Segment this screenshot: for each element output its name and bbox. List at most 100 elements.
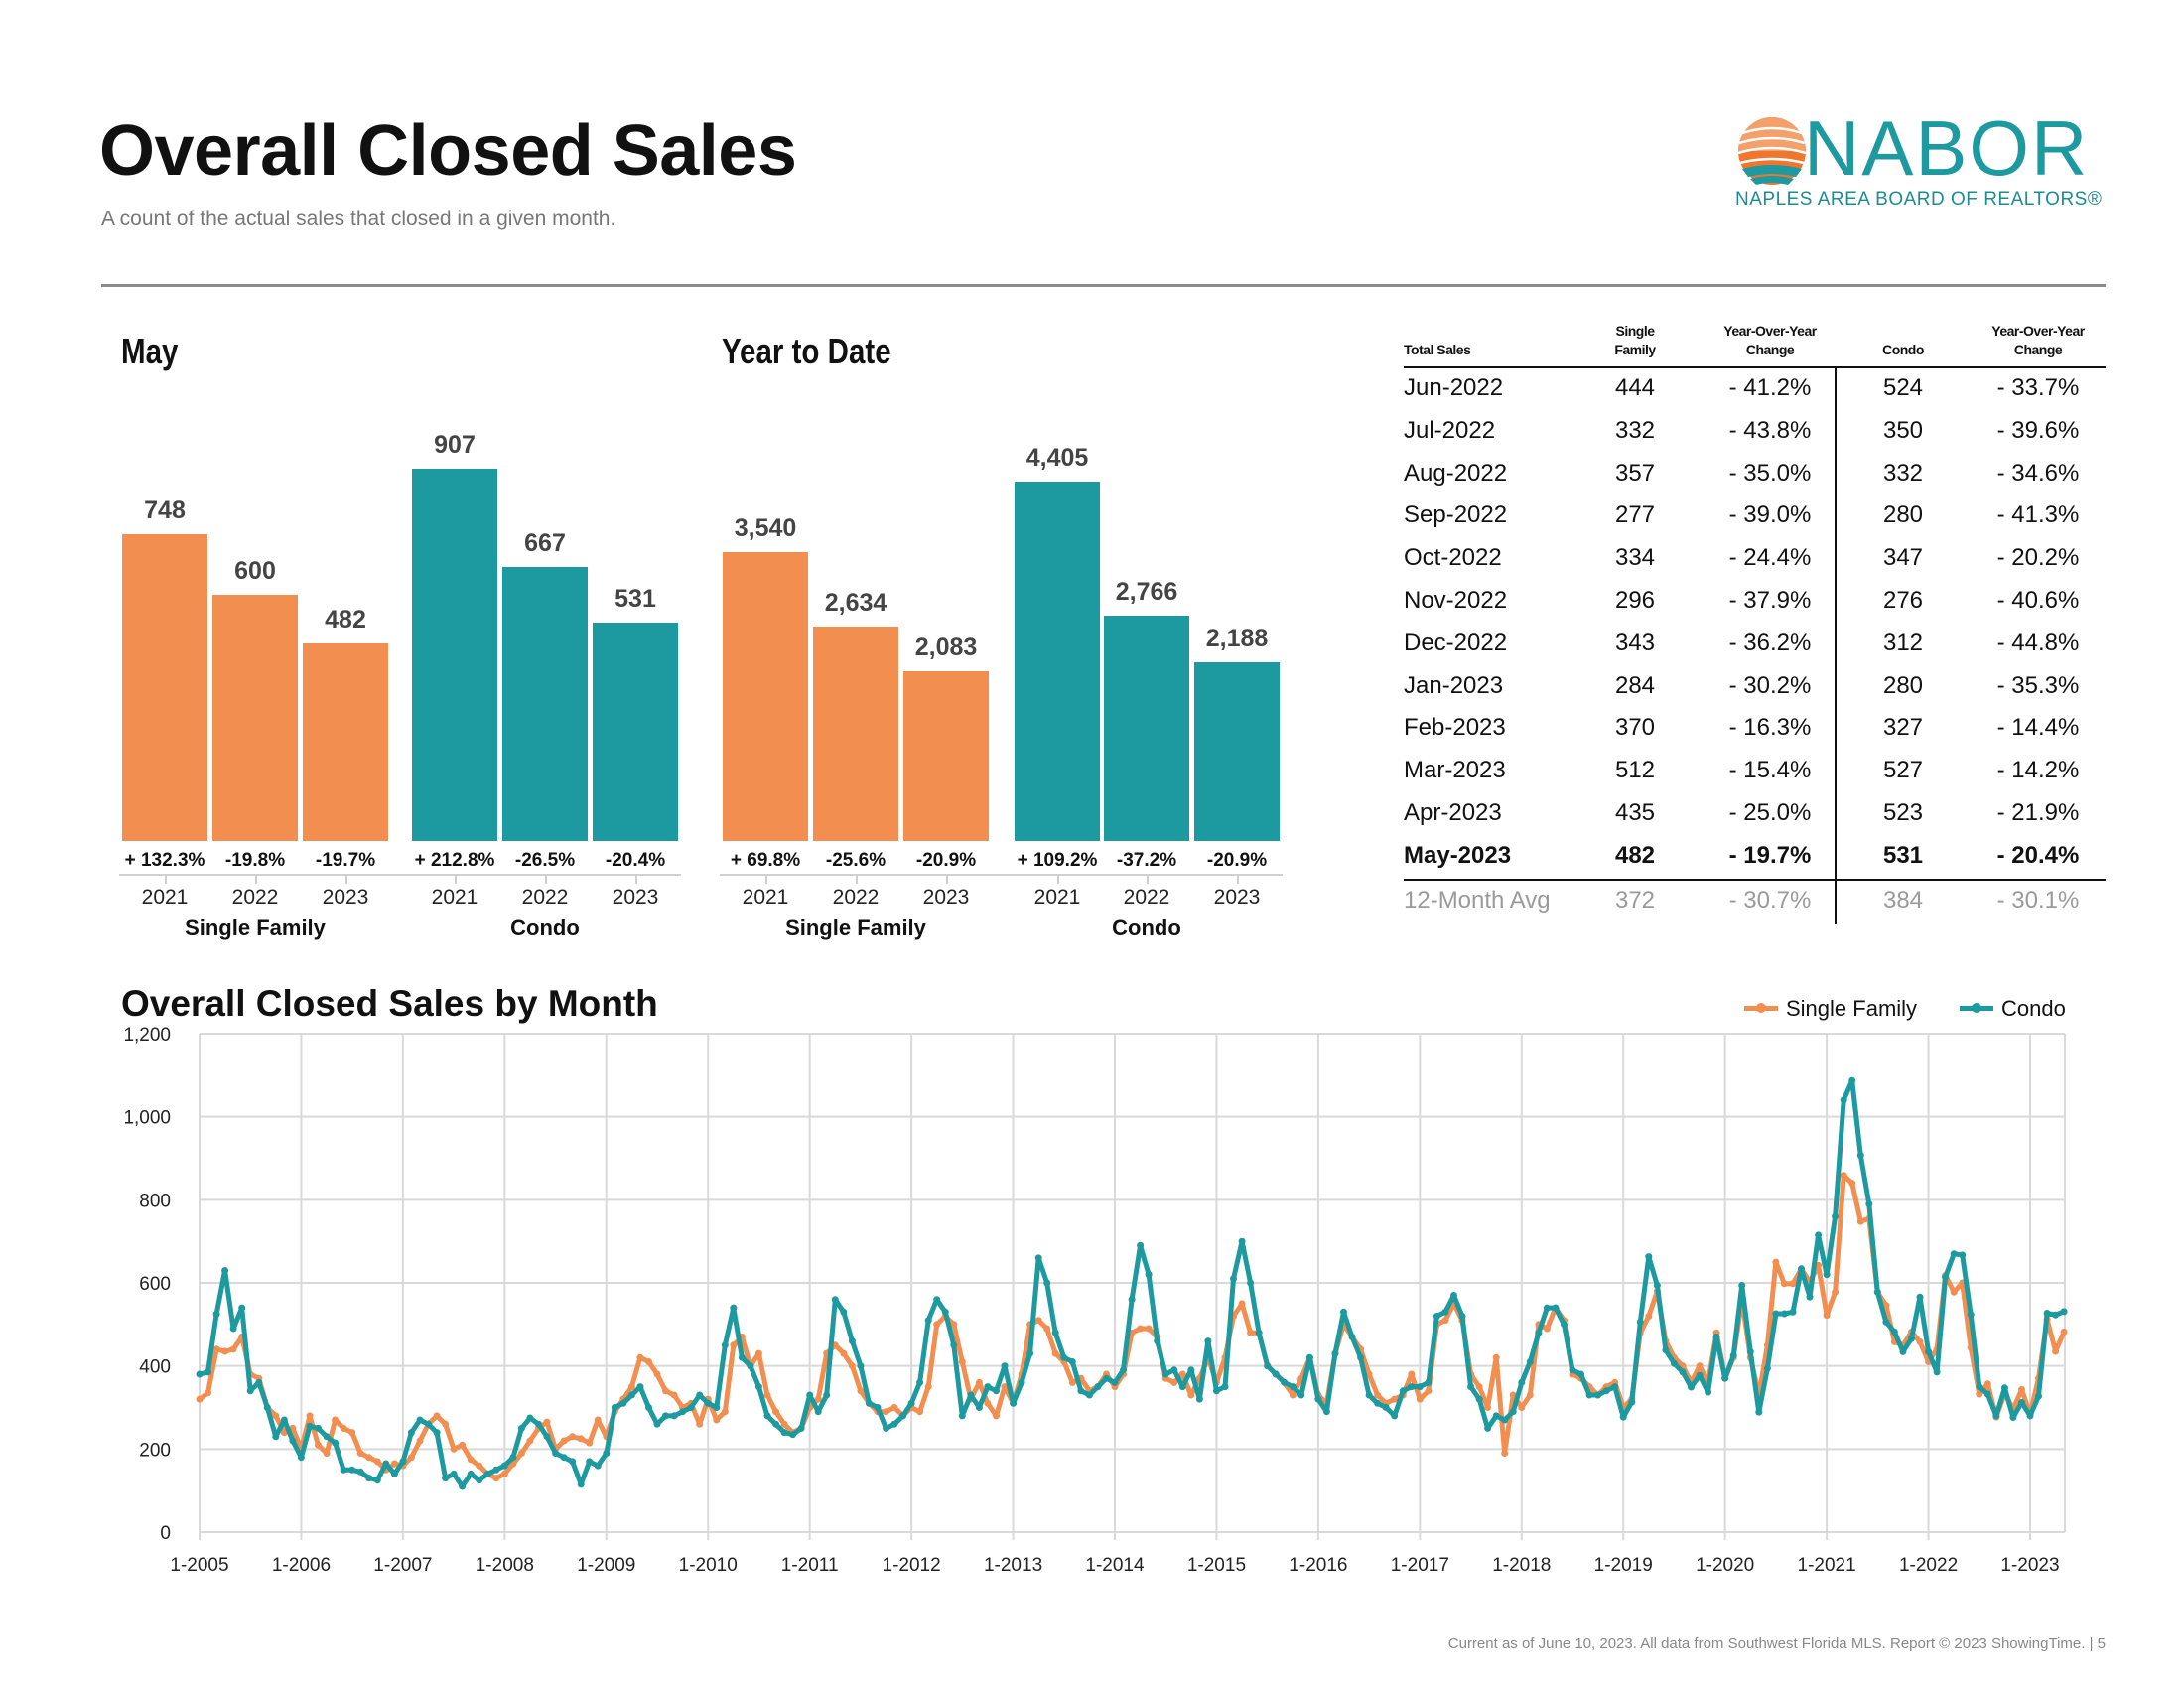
x-tick-label: 1-2015 (1187, 1555, 1246, 1576)
data-point-single-family (332, 1416, 340, 1424)
table-avg-row-cell: 384 (1882, 887, 1924, 914)
data-point-condo (763, 1412, 771, 1420)
data-point-condo (1348, 1333, 1356, 1340)
data-point-condo (1077, 1387, 1085, 1395)
data-point-single-family (848, 1362, 856, 1370)
table-row-cell: Aug-2022 (1404, 459, 1508, 487)
data-point-single-family (1543, 1325, 1551, 1333)
data-point-condo (1238, 1237, 1246, 1245)
bar-change-label: -25.6% (825, 850, 887, 871)
data-point-single-family (1068, 1378, 1076, 1386)
bar-change-label: -20.9% (915, 850, 977, 871)
data-point-condo (1408, 1383, 1416, 1391)
bar-change-label: -26.5% (514, 850, 576, 871)
data-point-condo (1569, 1366, 1576, 1374)
data-point-condo (1535, 1329, 1543, 1336)
data-point-condo (1780, 1310, 1788, 1318)
table-row-cell: Apr-2023 (1404, 799, 1502, 826)
data-point-condo (797, 1424, 805, 1432)
legend-condo: Condo (1960, 996, 2066, 1021)
data-point-condo (687, 1404, 695, 1411)
bar-value-label: 3,540 (734, 514, 797, 543)
data-point-condo (1679, 1368, 1687, 1376)
data-point-single-family (1001, 1383, 1009, 1391)
data-point-single-family (1780, 1280, 1788, 1288)
data-point-single-family (196, 1395, 204, 1403)
table-row-cell: 527 (1882, 757, 1924, 784)
x-tick-label: 1-2005 (170, 1555, 228, 1576)
data-point-condo (1992, 1412, 2000, 1420)
x-tick-label: 1-2018 (1492, 1555, 1551, 1576)
data-point-condo (653, 1420, 661, 1428)
data-point-condo (467, 1470, 475, 1477)
data-point-condo (984, 1383, 992, 1391)
data-point-single-family (543, 1418, 551, 1426)
bar-year-label: 2021 (431, 886, 478, 909)
bar-change-label: -20.9% (1206, 850, 1268, 871)
data-point-condo (272, 1433, 280, 1441)
data-point-condo (1484, 1424, 1492, 1432)
footer-note: Current as of June 10, 2023. All data fr… (1447, 1635, 2106, 1652)
table-header: Year-Over-Year Change (1991, 323, 2085, 357)
data-point-condo (1297, 1391, 1305, 1399)
x-tick-label: 1-2021 (1798, 1555, 1856, 1576)
table-row-cell: - 43.8% (1728, 416, 1812, 444)
data-point-single-family (1501, 1450, 1509, 1457)
bar-value-label: 2,188 (1205, 625, 1269, 653)
data-point-single-family (713, 1416, 721, 1424)
data-point-single-family (721, 1408, 729, 1416)
data-point-condo (1611, 1383, 1619, 1391)
data-point-single-family (306, 1412, 314, 1420)
y-tick-label: 1,000 (123, 1108, 171, 1129)
data-point-condo (933, 1296, 941, 1304)
data-point-condo (713, 1404, 721, 1411)
data-point-condo (1178, 1383, 1186, 1391)
data-point-single-family (1823, 1312, 1831, 1320)
bar-year-label: 2022 (521, 886, 569, 909)
data-point-condo (1170, 1366, 1178, 1374)
data-point-condo (365, 1475, 373, 1482)
data-point-condo (1120, 1366, 1127, 1374)
data-point-single-family (1916, 1337, 1924, 1345)
data-point-condo (679, 1408, 687, 1416)
y-tick-label: 0 (160, 1523, 171, 1544)
data-point-single-family (2052, 1347, 2060, 1355)
x-tick-label: 1-2019 (1594, 1555, 1653, 1576)
data-point-condo (1594, 1391, 1602, 1399)
data-point-condo (1832, 1212, 1840, 1220)
data-point-condo (1001, 1362, 1009, 1370)
data-point-single-family (763, 1391, 771, 1399)
data-point-condo (975, 1404, 983, 1411)
bar-group-label: Single Family (785, 915, 926, 940)
bar-year-label: 2023 (612, 886, 659, 909)
data-point-single-family (416, 1437, 424, 1445)
legend-swatch-single-family (1744, 1003, 1778, 1013)
data-point-single-family (433, 1412, 441, 1420)
data-point-condo (1552, 1304, 1560, 1312)
data-point-single-family (730, 1341, 738, 1349)
bar-year-label: 2021 (742, 886, 789, 909)
table-row-cell: - 15.4% (1728, 757, 1812, 784)
data-point-single-family (476, 1462, 483, 1470)
legend-single-family: Single Family (1744, 996, 1917, 1021)
y-tick-label: 400 (139, 1357, 171, 1378)
data-point-single-family (1441, 1317, 1449, 1325)
data-point-single-family (356, 1450, 364, 1457)
table-row-cell: 482 (1614, 841, 1656, 869)
data-point-condo (1619, 1413, 1627, 1421)
table-row-cell: 350 (1882, 416, 1924, 444)
data-point-condo (1925, 1347, 1933, 1355)
table-row-cell: Jun-2022 (1404, 374, 1504, 401)
bar-year-label: 2022 (1123, 886, 1170, 909)
data-point-condo (1705, 1388, 1712, 1396)
may-section-title: May (121, 331, 179, 371)
page-title: Overall Closed Sales (99, 111, 797, 191)
data-point-single-family (670, 1391, 678, 1399)
data-point-condo (1111, 1378, 1119, 1386)
data-point-condo (577, 1480, 585, 1488)
data-point-single-family (1137, 1325, 1145, 1333)
bar-change-label: + 109.2% (1017, 850, 1098, 871)
data-point-single-family (1391, 1395, 1399, 1403)
data-point-single-family (924, 1383, 932, 1391)
table-row-cell: - 35.3% (1996, 671, 2080, 699)
